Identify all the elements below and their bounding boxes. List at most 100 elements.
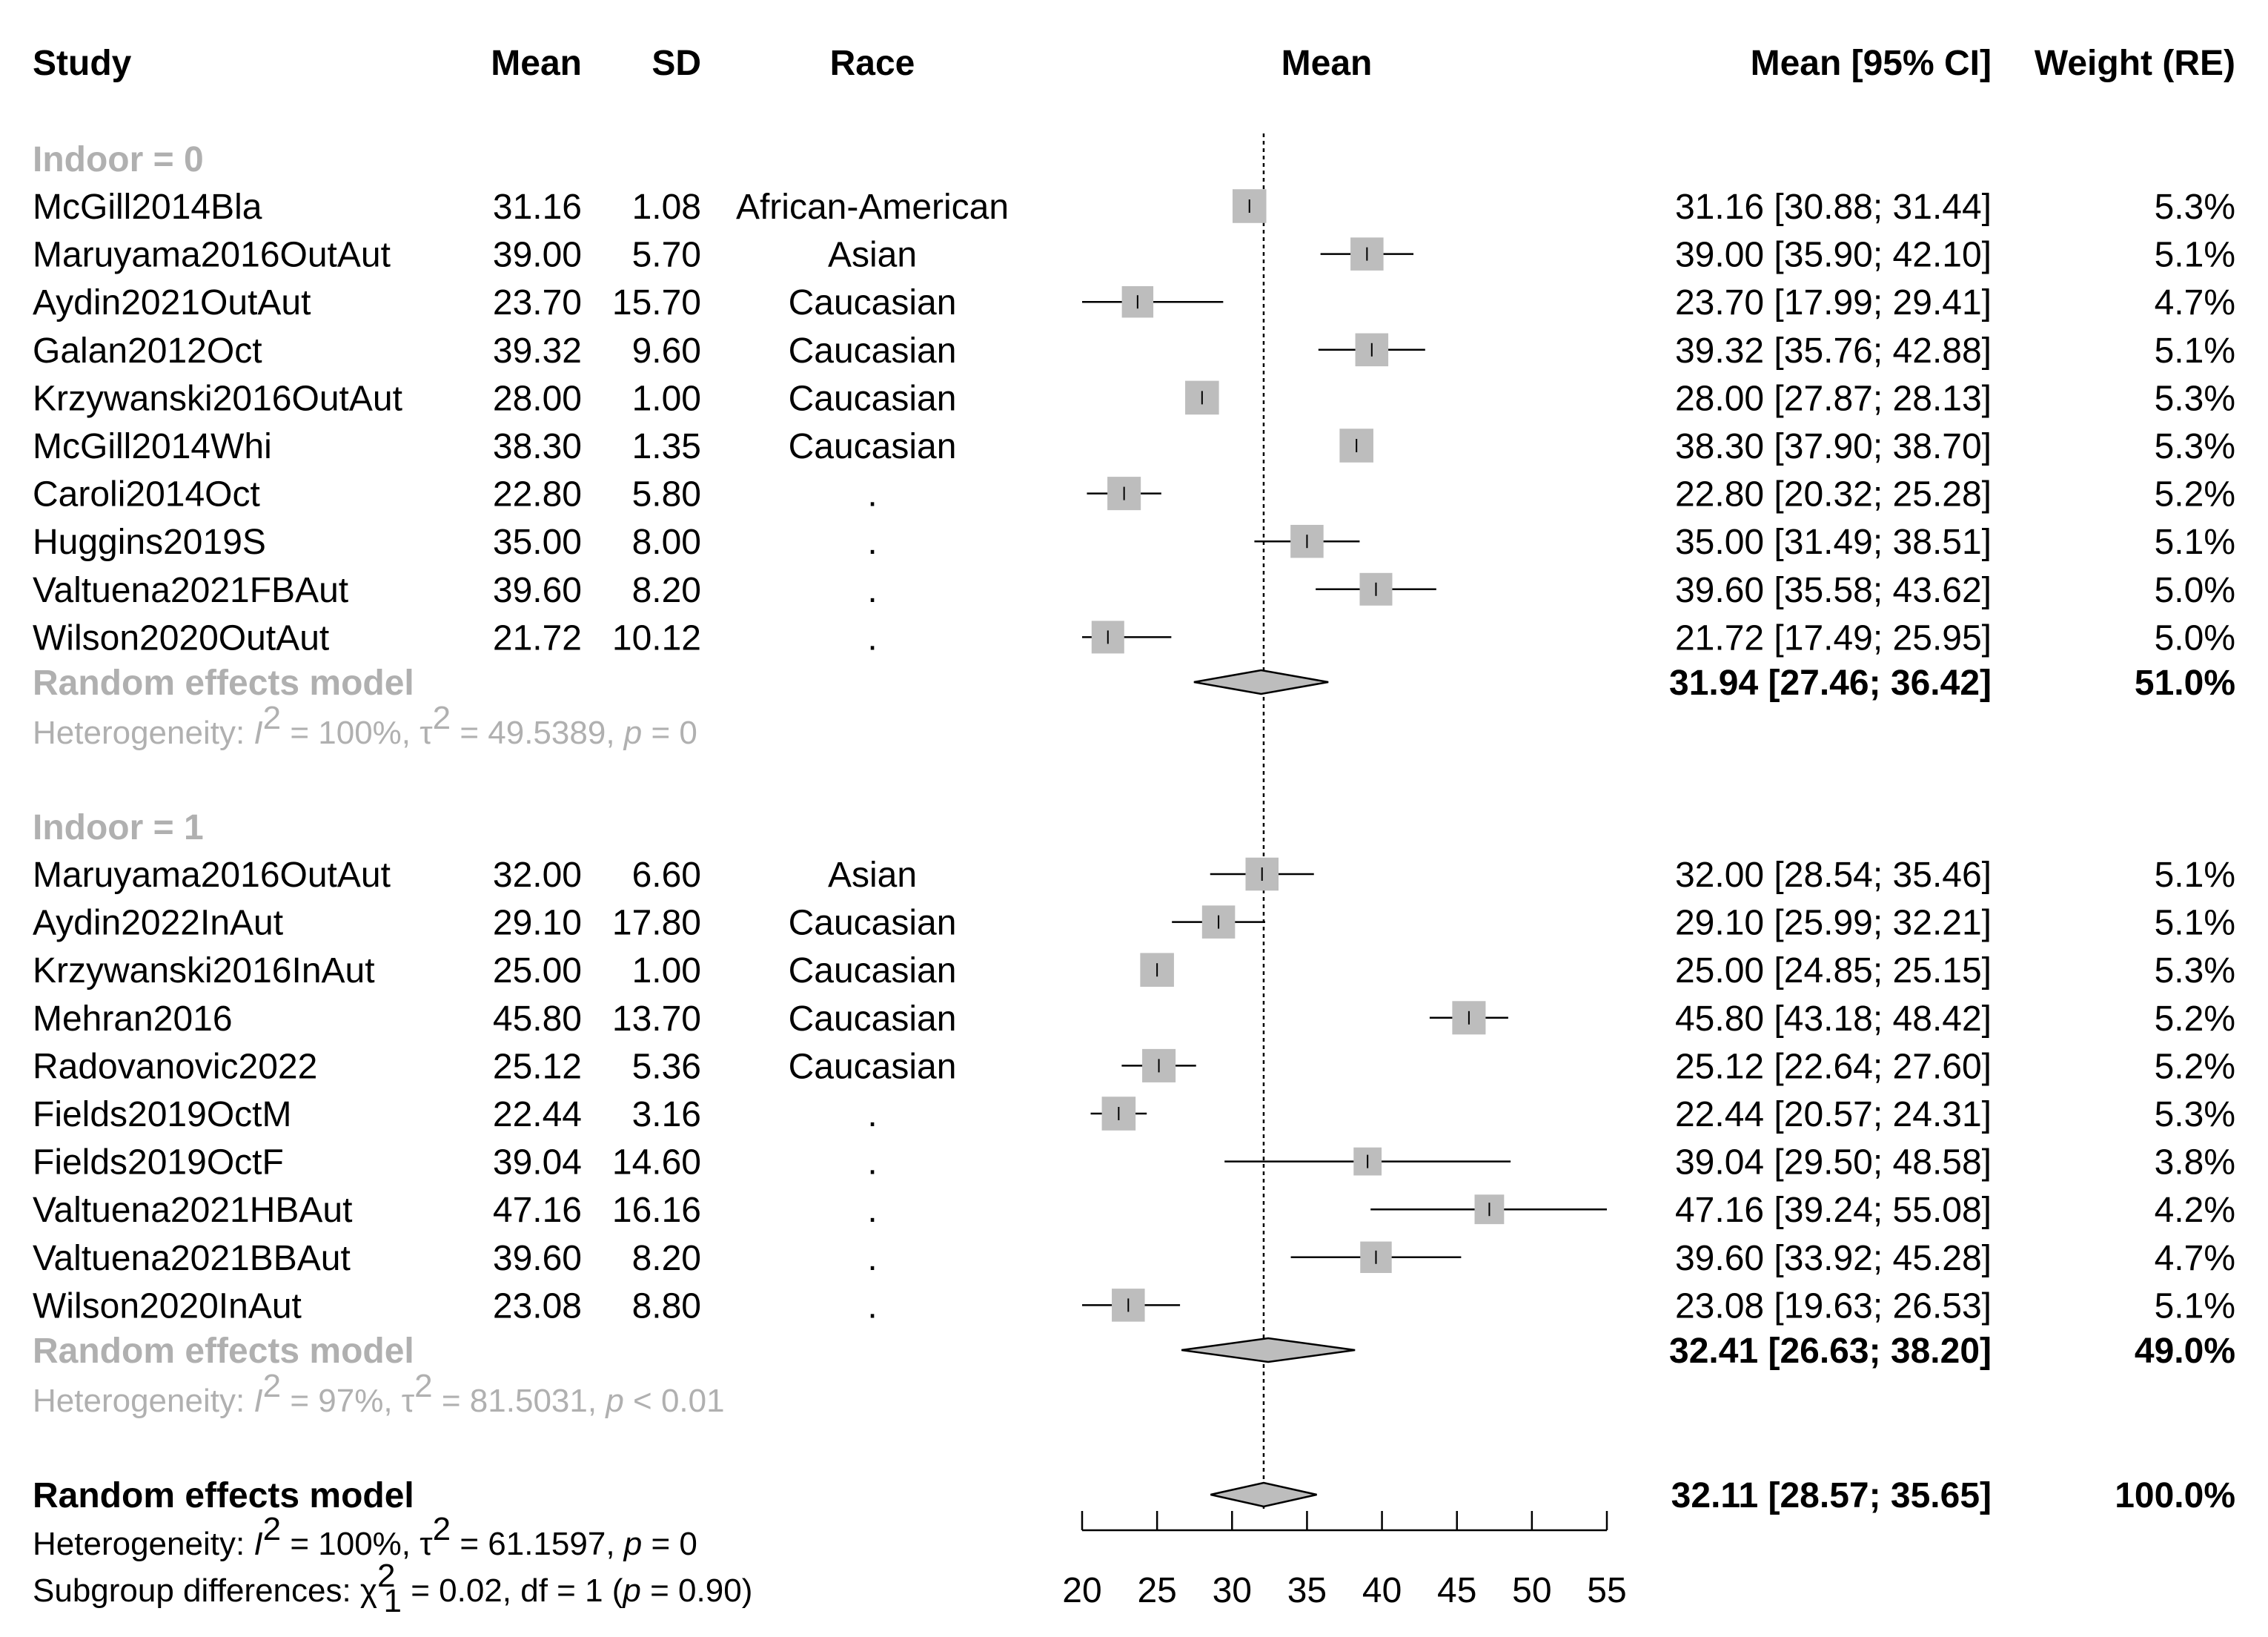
study-name: Aydin2021OutAut bbox=[33, 283, 311, 323]
study-sd: 8.00 bbox=[632, 523, 701, 562]
subgroup-heterogeneity: Heterogeneity: I2 = 97%, τ2 = 81.5031, p… bbox=[33, 1368, 725, 1419]
study-weight: 5.0% bbox=[2155, 571, 2235, 610]
study-ci: 23.08 [19.63; 26.53] bbox=[1675, 1286, 1992, 1326]
study-weight: 5.1% bbox=[2155, 236, 2235, 275]
study-race: Asian bbox=[828, 236, 917, 275]
study-sd: 14.60 bbox=[612, 1143, 701, 1183]
axis-tick-label: 25 bbox=[1137, 1571, 1176, 1610]
subgroup-model-ci: 32.41 [26.63; 38.20] bbox=[1669, 1332, 1992, 1371]
study-mean: 39.32 bbox=[493, 331, 582, 371]
study-mean: 28.00 bbox=[493, 379, 582, 418]
axis-tick-label: 45 bbox=[1437, 1571, 1476, 1610]
study-ci: 45.80 [43.18; 48.42] bbox=[1675, 999, 1992, 1039]
study-weight: 5.3% bbox=[2155, 1095, 2235, 1134]
study-ci: 39.60 [35.58; 43.62] bbox=[1675, 571, 1992, 610]
study-sd: 5.36 bbox=[632, 1047, 701, 1086]
study-sd: 5.70 bbox=[632, 236, 701, 275]
subgroup-model-label: Random effects model bbox=[33, 1332, 414, 1371]
study-ci: 21.72 [17.49; 25.95] bbox=[1675, 618, 1992, 658]
study-ci: 29.10 [25.99; 32.21] bbox=[1675, 904, 1992, 943]
study-mean: 29.10 bbox=[493, 904, 582, 943]
study-weight: 5.1% bbox=[2155, 331, 2235, 371]
x-axis: 20 25 30 35 40 45 50 55 bbox=[1062, 1511, 1627, 1610]
study-weight: 4.2% bbox=[2155, 1191, 2235, 1230]
study-mean: 38.30 bbox=[493, 427, 582, 466]
study-race: . bbox=[867, 523, 877, 562]
study-sd: 1.00 bbox=[632, 951, 701, 991]
study-rows: Indoor = 0 McGill2014Bla 31.16 1.08 African-… bbox=[33, 140, 2235, 1419]
subgroup-model-weight: 49.0% bbox=[2135, 1332, 2235, 1371]
overall-model-weight: 100.0% bbox=[2115, 1476, 2235, 1515]
study-sd: 6.60 bbox=[632, 856, 701, 895]
subgroup-model-label: Random effects model bbox=[33, 664, 414, 703]
study-mean: 23.08 bbox=[493, 1286, 582, 1326]
axis-tick-label: 35 bbox=[1287, 1571, 1327, 1610]
study-name: McGill2014Whi bbox=[33, 427, 272, 466]
header-mean: Mean bbox=[491, 44, 582, 83]
study-weight: 5.3% bbox=[2155, 951, 2235, 991]
study-sd: 9.60 bbox=[632, 331, 701, 371]
study-name: Galan2012Oct bbox=[33, 331, 262, 371]
study-race: Caucasian bbox=[789, 1047, 957, 1086]
study-race: Caucasian bbox=[789, 904, 957, 943]
study-sd: 16.16 bbox=[612, 1191, 701, 1230]
study-race: Caucasian bbox=[789, 999, 957, 1039]
study-weight: 5.2% bbox=[2155, 1047, 2235, 1086]
study-sd: 8.80 bbox=[632, 1286, 701, 1326]
study-race: African-American bbox=[736, 188, 1009, 227]
group-title: Indoor = 0 bbox=[33, 140, 204, 179]
study-race: Caucasian bbox=[789, 331, 957, 371]
study-ci: 31.16 [30.88; 31.44] bbox=[1675, 188, 1992, 227]
study-ci: 39.04 [29.50; 48.58] bbox=[1675, 1143, 1992, 1183]
axis-tick-label: 50 bbox=[1512, 1571, 1551, 1610]
study-ci: 35.00 [31.49; 38.51] bbox=[1675, 523, 1992, 562]
study-name: Fields2019OctM bbox=[33, 1095, 291, 1134]
study-weight: 3.8% bbox=[2155, 1143, 2235, 1183]
study-weight: 5.1% bbox=[2155, 523, 2235, 562]
study-sd: 1.35 bbox=[632, 427, 701, 466]
study-mean: 39.60 bbox=[493, 1239, 582, 1278]
axis-tick-label: 55 bbox=[1587, 1571, 1626, 1610]
axis-tick-label: 20 bbox=[1062, 1571, 1101, 1610]
subgroup-model-ci: 31.94 [27.46; 36.42] bbox=[1669, 664, 1992, 703]
study-race: . bbox=[867, 618, 877, 658]
study-name: Mehran2016 bbox=[33, 999, 233, 1039]
study-sd: 3.16 bbox=[632, 1095, 701, 1134]
study-race: . bbox=[867, 1239, 877, 1278]
study-ci: 25.00 [24.85; 25.15] bbox=[1675, 951, 1992, 991]
study-sd: 5.80 bbox=[632, 475, 701, 515]
study-name: Maruyama2016OutAut bbox=[33, 856, 391, 895]
overall-diamond bbox=[1210, 1481, 1317, 1508]
study-race: . bbox=[867, 475, 877, 515]
study-ci: 39.60 [33.92; 45.28] bbox=[1675, 1239, 1992, 1278]
study-name: Maruyama2016OutAut bbox=[33, 236, 391, 275]
study-name: Krzywanski2016InAut bbox=[33, 951, 375, 991]
study-ci: 39.32 [35.76; 42.88] bbox=[1675, 331, 1992, 371]
study-sd: 8.20 bbox=[632, 571, 701, 610]
study-name: Caroli2014Oct bbox=[33, 475, 260, 515]
subgroup-diamond bbox=[1193, 669, 1329, 695]
header-weight: Weight (RE) bbox=[2035, 44, 2235, 83]
study-sd: 10.12 bbox=[612, 618, 701, 658]
study-sd: 17.80 bbox=[612, 904, 701, 943]
study-sd: 13.70 bbox=[612, 999, 701, 1039]
header-plot-mean: Mean bbox=[1281, 44, 1373, 83]
study-mean: 45.80 bbox=[493, 999, 582, 1039]
study-race: . bbox=[867, 1095, 877, 1134]
study-weight: 5.2% bbox=[2155, 999, 2235, 1039]
study-race: Caucasian bbox=[789, 951, 957, 991]
axis-tick-label: 30 bbox=[1213, 1571, 1252, 1610]
study-name: Krzywanski2016OutAut bbox=[33, 379, 402, 418]
header-study: Study bbox=[33, 44, 132, 83]
study-weight: 5.1% bbox=[2155, 1286, 2235, 1326]
plot-marks bbox=[1082, 189, 1607, 1508]
study-race: . bbox=[867, 1286, 877, 1326]
study-mean: 23.70 bbox=[493, 283, 582, 323]
study-name: Valtuena2021HBAut bbox=[33, 1191, 352, 1230]
study-race: . bbox=[867, 1191, 877, 1230]
study-mean: 22.44 bbox=[493, 1095, 582, 1134]
study-weight: 5.3% bbox=[2155, 427, 2235, 466]
header-sd: SD bbox=[651, 44, 701, 83]
overall-model-label: Random effects model bbox=[33, 1476, 414, 1515]
study-ci: 23.70 [17.99; 29.41] bbox=[1675, 283, 1992, 323]
